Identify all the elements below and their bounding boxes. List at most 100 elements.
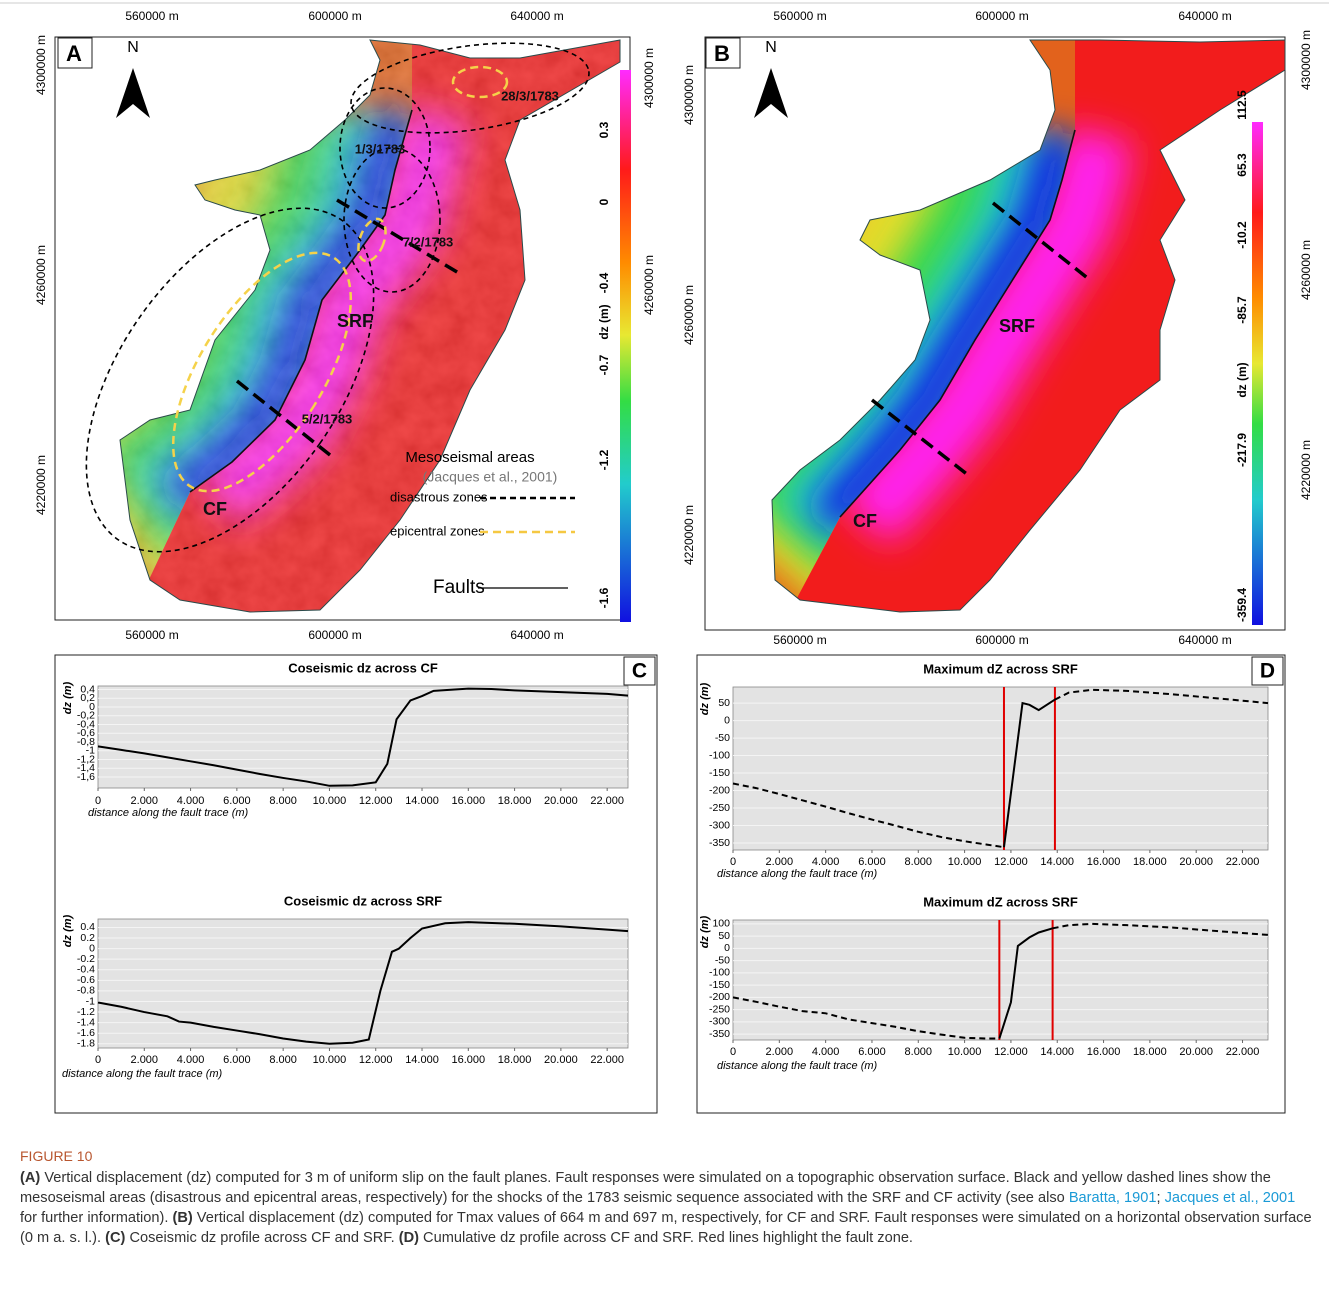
- x-tick-label: 640000 m: [1178, 9, 1231, 23]
- colorbar: [620, 70, 631, 622]
- colorbar-tick-label: 112.5: [1235, 90, 1249, 120]
- figure: A N 560000 m 600000 m 640000 m 560000 m 600000…: [0, 2, 1329, 1114]
- x-tick-label: 4.000: [812, 856, 840, 868]
- event-label: 7/2/1783: [403, 234, 454, 249]
- y-tick-label: 50: [718, 697, 730, 709]
- x-tick-label: 600000 m: [308, 628, 361, 642]
- y-tick-label: 0: [89, 942, 95, 954]
- chart: Coseismic dz across CF0,40,20-0,2-0,4-0,…: [62, 660, 629, 819]
- x-tick-label: 4.000: [177, 1054, 205, 1066]
- x-tick-label: 16.000: [1087, 1046, 1121, 1058]
- y-tick-label: -100: [709, 749, 730, 761]
- legend-label: epicentral zones: [390, 523, 485, 538]
- coastline: [771, 39, 1286, 613]
- colorbar-tick-label: -217.9: [1235, 433, 1249, 467]
- x-tick-label: 12.000: [359, 1054, 393, 1066]
- panel-label-box: [1251, 656, 1284, 686]
- data-line: [97, 687, 629, 787]
- panel-label: B: [714, 41, 730, 66]
- y-tick-label: -200: [709, 784, 730, 796]
- x-tick-label: 16.000: [451, 795, 485, 807]
- data-line: [97, 921, 629, 1045]
- colorbar-title: dz (m): [597, 304, 611, 339]
- fault-label: CF: [203, 499, 227, 519]
- y-tick-label: -1: [86, 995, 95, 1007]
- y-tick-label: -1.6: [77, 1027, 95, 1039]
- x-tick-label: 6.000: [223, 795, 251, 807]
- y-tick-label: 0: [724, 714, 730, 726]
- plot-area: [97, 918, 629, 1049]
- y-tick-label: 0.4: [80, 921, 95, 933]
- data-line: [732, 688, 1269, 849]
- y-tick-label: 4300000 m: [34, 35, 48, 95]
- event-label: 5/2/1783: [302, 411, 353, 426]
- y-tick-label: -350: [709, 837, 730, 849]
- x-tick-label: 14.000: [405, 1054, 439, 1066]
- coastline: [119, 39, 621, 613]
- y-tick-label: -0,4: [77, 718, 95, 730]
- x-tick-label: 18.000: [1133, 856, 1167, 868]
- y-tick-label: -50: [715, 954, 730, 966]
- fault-label: SRF: [999, 316, 1035, 336]
- x-tick-label: 600000 m: [308, 9, 361, 23]
- plot-area: [97, 685, 629, 789]
- x-tick-label: 12.000: [994, 856, 1028, 868]
- north-label: N: [127, 39, 139, 56]
- event-label: 28/3/1783: [501, 88, 559, 103]
- fault-trace: [189, 109, 413, 493]
- caption-link[interactable]: Baratta, 1901: [1068, 1190, 1157, 1206]
- caption-text-part: (B): [172, 1210, 193, 1226]
- profile-trace: [336, 198, 463, 277]
- caption-link[interactable]: Jacques et al., 2001: [1164, 1190, 1296, 1206]
- y-axis-label: dz (m): [62, 681, 74, 714]
- x-tick-label: 8.000: [269, 795, 297, 807]
- x-tick-label: 22.000: [1226, 1046, 1260, 1058]
- plot-area: [732, 919, 1269, 1041]
- map-panel: A N 560000 m 600000 m 640000 m 560000 m 600000…: [34, 9, 656, 642]
- caption-text-part: ;: [1156, 1190, 1165, 1206]
- y-tick-label: 4220000 m: [1299, 440, 1313, 500]
- fault-label: SRF: [337, 311, 373, 331]
- y-tick-label: -0,6: [77, 727, 95, 739]
- y-tick-label: -50: [715, 732, 730, 744]
- event-label: 1/3/1783: [355, 141, 406, 156]
- y-tick-label: 0.2: [80, 932, 95, 944]
- y-tick-label: 100: [712, 918, 730, 930]
- panel-label-box: [57, 37, 93, 69]
- fault-trace: [839, 129, 1076, 518]
- y-axis-label: dz (m): [699, 915, 711, 948]
- y-tick-label: 4300000 m: [642, 48, 656, 108]
- y-tick-label: 4220000 m: [34, 455, 48, 515]
- caption-label: FIGURE 10: [20, 1148, 93, 1164]
- x-tick-label: 18.000: [1133, 1046, 1167, 1058]
- chart-title: Coseismic dz across CF: [288, 660, 438, 675]
- caption-text-part: Vertical displacement (dz) computed for …: [20, 1170, 1271, 1206]
- y-tick-label: -200: [709, 991, 730, 1003]
- x-tick-label: 10.000: [313, 1054, 347, 1066]
- x-tick-label: 12.000: [994, 1046, 1028, 1058]
- x-tick-label: 640000 m: [510, 9, 563, 23]
- x-tick-label: 560000 m: [773, 633, 826, 647]
- chart: Maximum dZ across SRF100500-50-100-150-2…: [699, 894, 1269, 1072]
- colorbar-tick-label: -0.7: [597, 354, 611, 375]
- x-tick-label: 640000 m: [1178, 633, 1231, 647]
- y-tick-label: -0.8: [77, 985, 95, 997]
- y-tick-label: -0,2: [77, 710, 95, 722]
- caption: FIGURE 10 (A) Vertical displacement (dz)…: [20, 1146, 1312, 1248]
- x-tick-label: 8.000: [905, 856, 933, 868]
- y-tick-label: -100: [709, 967, 730, 979]
- epicentral-zone: [451, 65, 509, 99]
- x-tick-label: 560000 m: [125, 628, 178, 642]
- chart: Maximum dZ across SRF 50 0 -50 -100 -150 -200 -…: [699, 661, 1269, 880]
- caption-text-part: Coseismic dz profile across CF and SRF.: [125, 1230, 399, 1246]
- x-tick-label: 2.000: [766, 856, 794, 868]
- x-tick-label: 22.000: [590, 795, 624, 807]
- y-axis-label: dz (m): [699, 682, 711, 715]
- y-tick-label: 0,2: [80, 692, 95, 704]
- colorbar-tick-label: -1.2: [597, 449, 611, 470]
- colorbar-tick-label: -1.6: [597, 587, 611, 608]
- data-line: [732, 922, 1269, 1040]
- y-tick-label: -1,6: [77, 771, 95, 783]
